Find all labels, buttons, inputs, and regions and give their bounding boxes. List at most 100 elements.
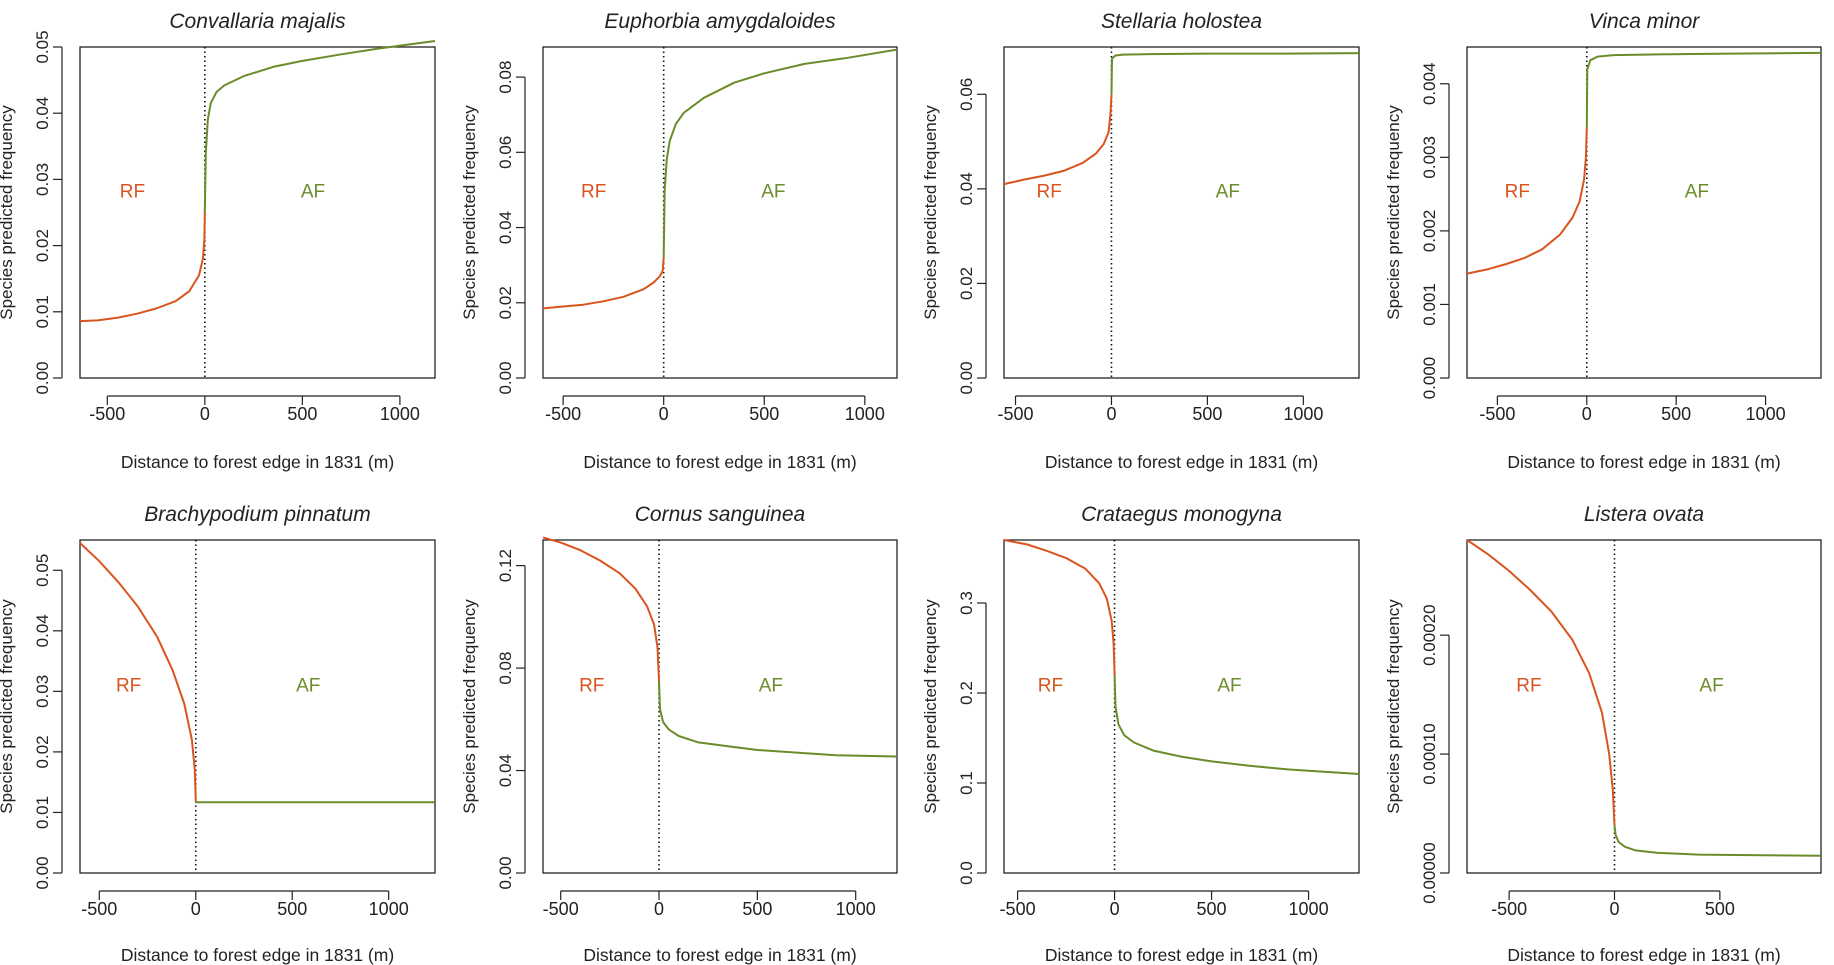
y-tick-label: 0.00 — [33, 856, 52, 889]
x-axis-label: Distance to forest edge in 1831 (m) — [1045, 945, 1318, 965]
y-tick-label: 0.00 — [957, 361, 976, 394]
x-tick-label: 1000 — [1283, 404, 1323, 424]
plot-frame — [1466, 46, 1822, 379]
x-tick-label: -500 — [543, 899, 579, 919]
y-tick-label: 0.06 — [957, 78, 976, 111]
rf-series-line — [79, 542, 197, 803]
panel-title: Brachypodium pinnatum — [144, 503, 370, 526]
y-tick-label: 0.001 — [1420, 283, 1439, 326]
panel-8: Listera ovata -500 0 500 Distance to forest … — [1384, 503, 1822, 965]
y-tick-label: 0.003 — [1420, 136, 1439, 179]
rf-annotation: RF — [1505, 182, 1530, 203]
af-series-line — [662, 48, 898, 258]
x-axis-label: Distance to forest edge in 1831 (m) — [1507, 452, 1780, 472]
rf-series-line — [542, 257, 665, 310]
panel-4: Vinca minor -500 0 500 1000 Distance to fores… — [1384, 10, 1822, 472]
x-tick-label: 500 — [277, 899, 307, 919]
x-tick-label: 500 — [1705, 899, 1735, 919]
x-tick-label: -500 — [81, 899, 117, 919]
y-tick-label: 0.08 — [496, 652, 515, 685]
panel-7: Crataegus monogyna -500 0 500 1000 Distance t… — [921, 503, 1360, 965]
plot-frame — [1003, 46, 1360, 379]
y-tick-label: 0.03 — [33, 163, 52, 196]
x-tick-label: 0 — [1609, 899, 1619, 919]
y-tick-label: 0.04 — [957, 172, 976, 205]
x-axis-label: Distance to forest edge in 1831 (m) — [1507, 945, 1780, 965]
panel-title: Convallaria majalis — [169, 10, 346, 33]
af-annotation: AF — [759, 676, 783, 697]
x-tick-label: -500 — [545, 404, 581, 424]
y-tick-label: 0.05 — [33, 30, 52, 63]
x-tick-label: -500 — [1000, 899, 1036, 919]
y-tick-label: 0.002 — [1420, 210, 1439, 253]
x-tick-label: 500 — [742, 899, 772, 919]
x-axis-label: Distance to forest edge in 1831 (m) — [121, 452, 394, 472]
y-tick-label: 0.04 — [496, 754, 515, 787]
panel-title: Euphorbia amygdaloides — [604, 10, 836, 33]
y-tick-label: 0.04 — [33, 97, 52, 130]
rf-series-line — [1466, 127, 1588, 275]
af-series-line — [658, 680, 898, 758]
af-series-line — [1113, 674, 1360, 775]
x-tick-label: 1000 — [380, 404, 420, 424]
plot-frame — [542, 539, 898, 874]
panel-title: Listera ovata — [1584, 503, 1704, 526]
y-tick-label: 0.004 — [1420, 63, 1439, 106]
x-tick-label: 1000 — [1289, 899, 1329, 919]
x-tick-label: 500 — [749, 404, 779, 424]
rf-series-line — [542, 536, 660, 681]
panel-5: Brachypodium pinnatum -500 0 500 1000 Distanc… — [0, 503, 436, 965]
y-tick-label: 0.03 — [33, 675, 52, 708]
af-annotation: AF — [1217, 676, 1241, 697]
y-tick-label: 0.0 — [957, 861, 976, 885]
af-annotation: AF — [1699, 676, 1723, 697]
af-annotation: AF — [1685, 182, 1709, 203]
y-tick-label: 0.02 — [33, 735, 52, 768]
af-series-line — [203, 40, 436, 213]
rf-annotation: RF — [581, 182, 606, 203]
y-axis-label: Species predicted frequency — [921, 599, 940, 814]
af-annotation: AF — [301, 182, 325, 203]
plot-frame — [79, 46, 436, 379]
x-tick-label: 1000 — [845, 404, 885, 424]
x-tick-label: 0 — [654, 899, 664, 919]
y-tick-label: 0.01 — [33, 796, 52, 829]
x-tick-label: 0 — [659, 404, 669, 424]
af-annotation: AF — [296, 676, 320, 697]
plot-frame — [79, 539, 436, 874]
x-tick-label: 500 — [1192, 404, 1222, 424]
y-axis-label: Species predicted frequency — [460, 599, 479, 814]
rf-annotation: RF — [1038, 676, 1063, 697]
rf-annotation: RF — [1516, 676, 1541, 697]
x-tick-label: 500 — [1661, 404, 1691, 424]
rf-series-line — [1003, 94, 1113, 186]
af-annotation: AF — [761, 182, 785, 203]
rf-series-line — [1466, 539, 1616, 826]
y-tick-label: 0.12 — [496, 549, 515, 582]
x-tick-label: 500 — [1197, 899, 1227, 919]
y-tick-label: 0.04 — [496, 211, 515, 244]
rf-annotation: RF — [116, 676, 141, 697]
y-tick-label: 0.00010 — [1420, 723, 1439, 784]
x-tick-label: 500 — [287, 404, 317, 424]
panel-title: Crataegus monogyna — [1081, 503, 1282, 526]
panel-title: Stellaria holostea — [1101, 10, 1262, 33]
panel-title: Vinca minor — [1589, 10, 1701, 33]
x-tick-label: 1000 — [836, 899, 876, 919]
af-series-line — [1585, 51, 1822, 128]
y-axis-label: Species predicted frequency — [1384, 599, 1403, 814]
y-axis-label: Species predicted frequency — [1384, 105, 1403, 320]
y-tick-label: 0.00 — [33, 361, 52, 394]
x-tick-label: 0 — [1110, 899, 1120, 919]
y-tick-label: 0.00000 — [1420, 842, 1439, 903]
y-tick-label: 0.00 — [496, 361, 515, 394]
x-axis-label: Distance to forest edge in 1831 (m) — [583, 452, 856, 472]
y-axis-label: Species predicted frequency — [0, 105, 16, 320]
y-axis-label: Species predicted frequency — [0, 599, 16, 814]
y-tick-label: 0.02 — [957, 267, 976, 300]
y-tick-label: 0.02 — [496, 286, 515, 319]
y-axis-label: Species predicted frequency — [921, 105, 940, 320]
y-tick-label: 0.02 — [33, 229, 52, 262]
